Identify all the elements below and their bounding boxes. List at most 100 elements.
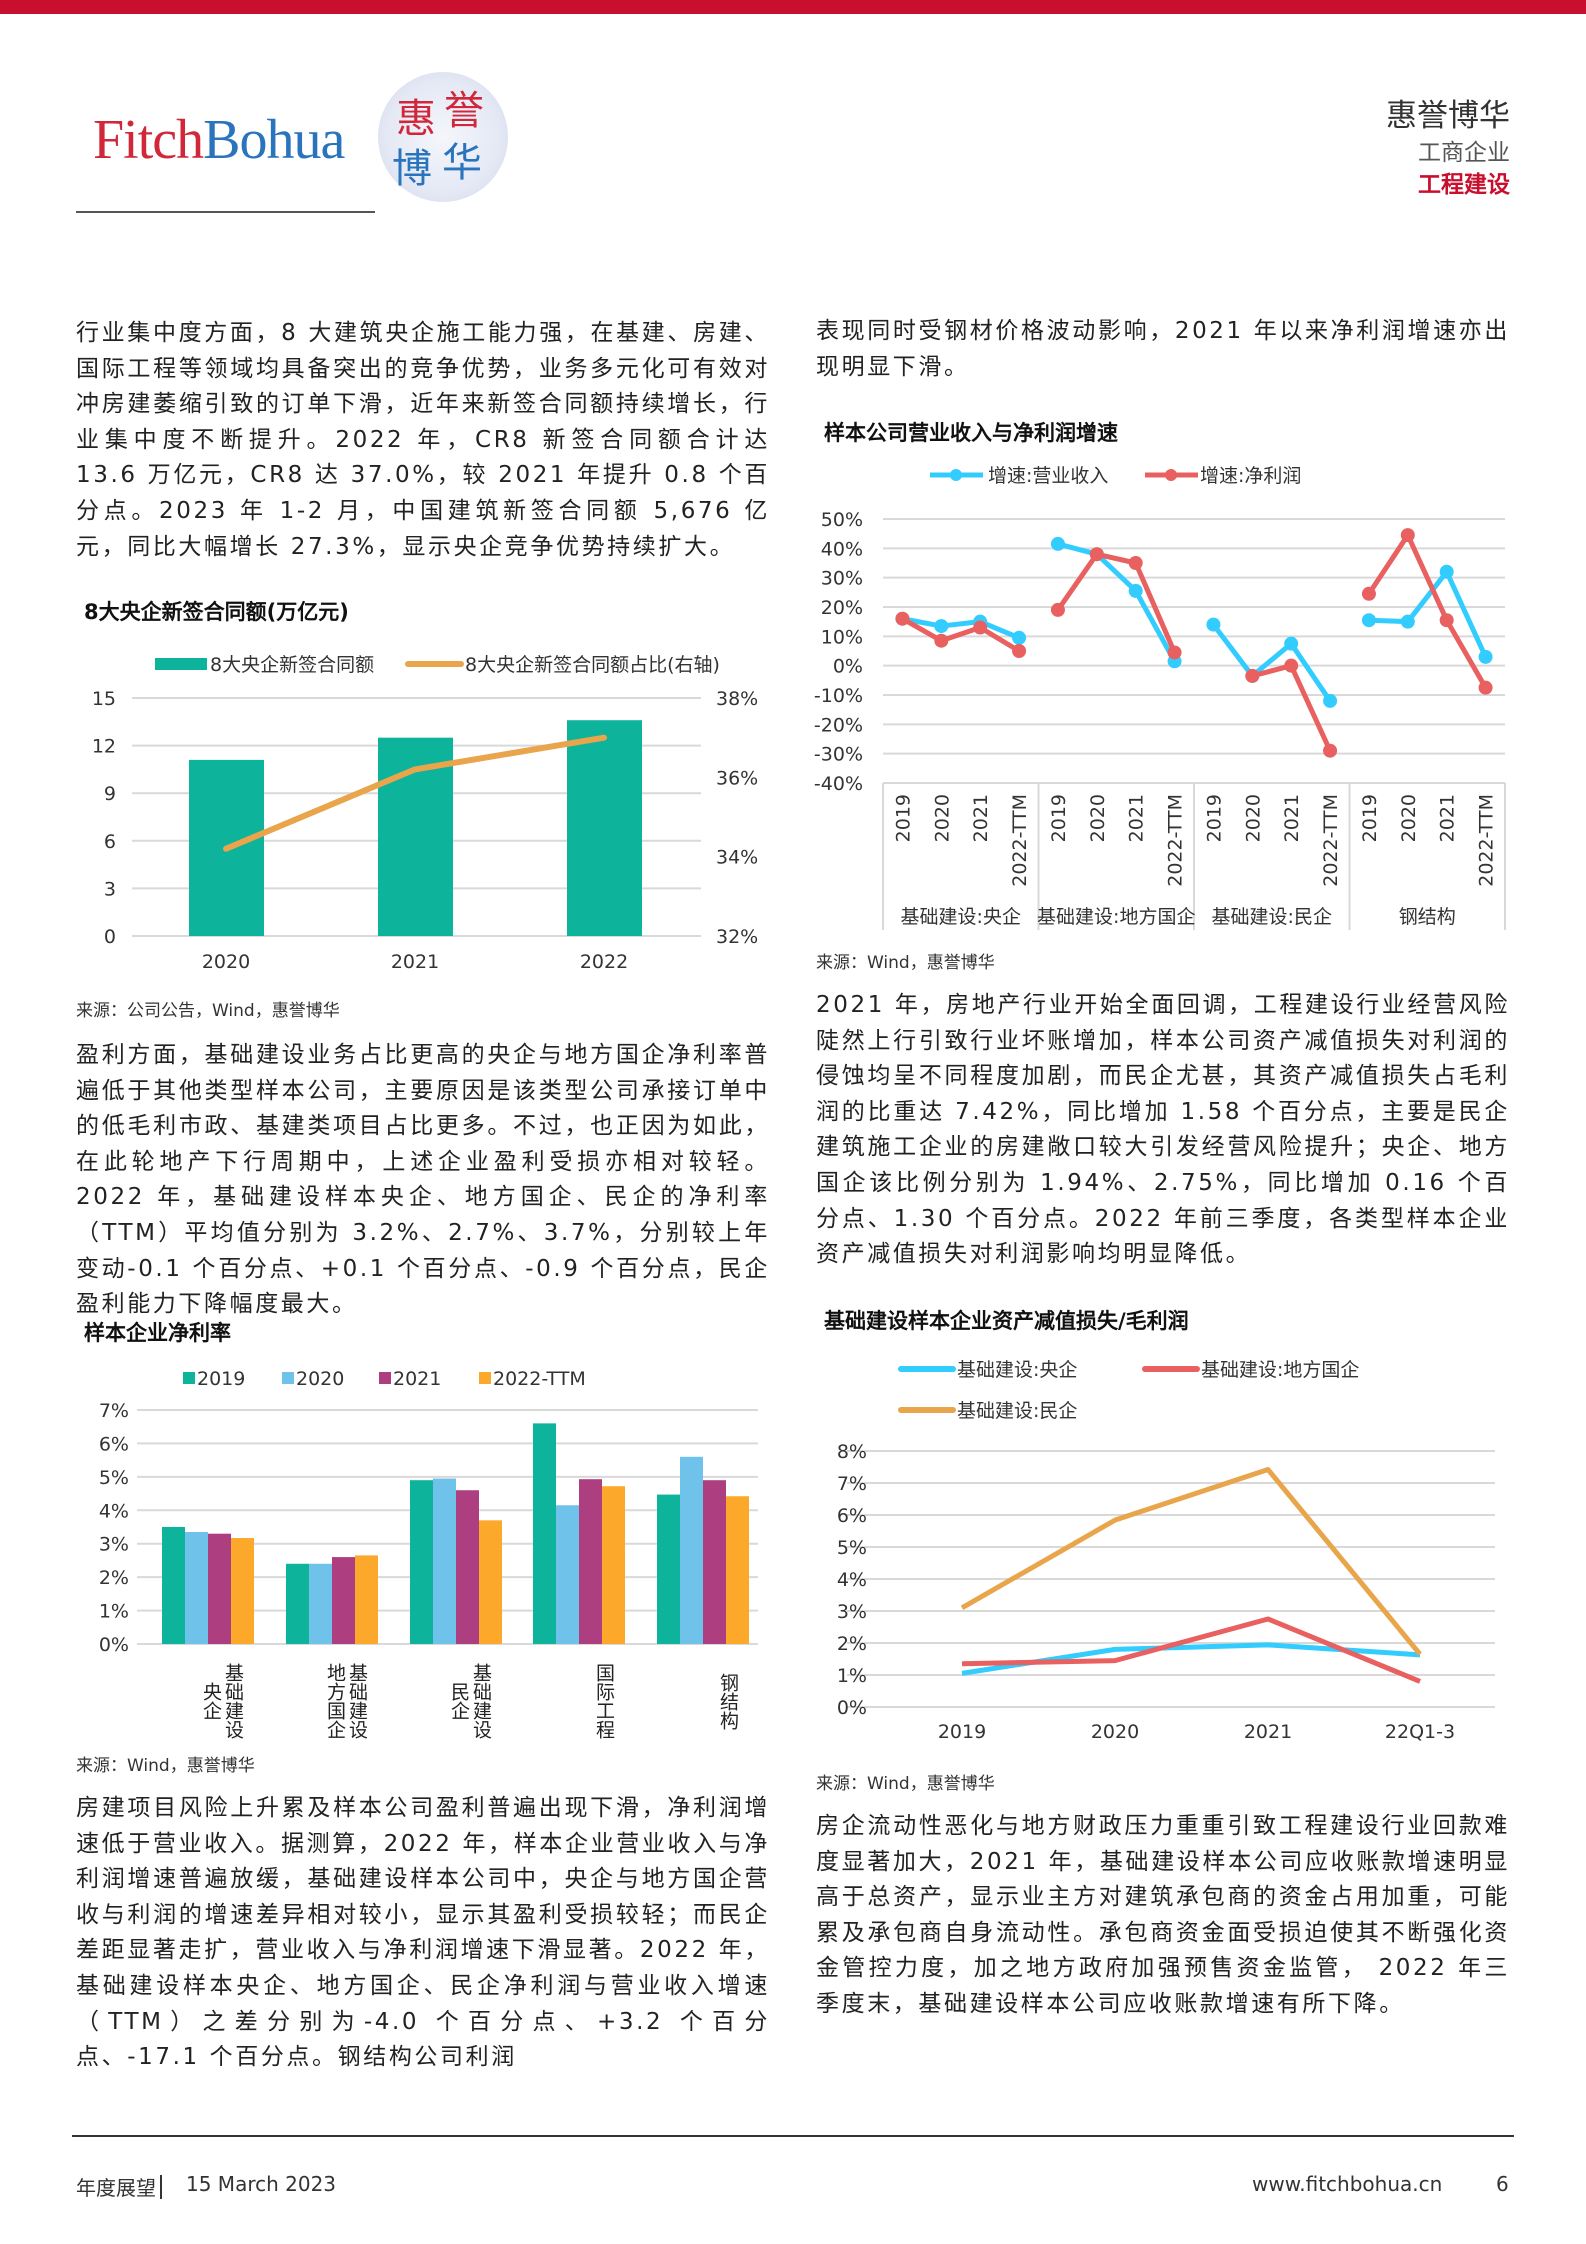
chart4-x-tick: 2020 [1091, 1721, 1139, 1743]
chart3-bar [185, 1532, 208, 1644]
chart2-point [1400, 614, 1415, 629]
chart2-point [1323, 693, 1338, 708]
logo-fitch: Fitch [93, 109, 204, 171]
chart2-x-tick: 2019 [1359, 794, 1381, 842]
chart2-x-tick: 2021 [970, 794, 992, 842]
chart2-y-tick: 50% [821, 509, 863, 531]
chart3-bar [355, 1555, 378, 1644]
chart2-title: 样本公司营业收入与净利润增速 [824, 421, 1118, 445]
chart2-series-line [1057, 541, 1177, 663]
chart4-series-line [960, 1467, 1422, 1656]
chart4-y-tick: 5% [837, 1537, 867, 1559]
chart2-point [1439, 564, 1454, 579]
chart2-point [973, 614, 988, 629]
brand-name: 惠誉博华 [1386, 98, 1510, 134]
chart2-legend-marker [950, 469, 962, 481]
chart2-series-line [1368, 569, 1488, 658]
chart4-y-tick: 7% [837, 1473, 867, 1495]
chart2-x-tick: 2020 [931, 794, 953, 842]
chart4-title: 基础建设样本企业资产减值损失/毛利润 [824, 1309, 1189, 1333]
chart1-y2-tick: 34% [716, 847, 758, 869]
chart2-y-tick: 20% [821, 597, 863, 619]
logo-wordmark: FitchBohua [93, 108, 345, 172]
chart3-legend-swatch [379, 1372, 391, 1384]
chart3-bar [286, 1563, 309, 1644]
chart2-x-tick: 2021 [1281, 794, 1303, 842]
footer-report-type: 年度展望 [76, 2172, 172, 2201]
chart3-bar [433, 1478, 456, 1644]
seal-char: 华 [442, 140, 482, 186]
chart3-legend-label: 2019 [197, 1368, 245, 1390]
chart4-y-tick: 8% [837, 1441, 867, 1463]
chart2-y-tick: 0% [833, 656, 863, 678]
footer-divider [72, 2135, 1514, 2137]
chart3-legend-swatch [479, 1372, 491, 1384]
chart3-y-tick: 5% [99, 1467, 129, 1489]
chart1-y2-tick: 38% [716, 688, 758, 710]
chart3-category-label: 基础建设民企 [448, 1663, 492, 1739]
chart2-x-tick: 2021 [1437, 794, 1459, 842]
chart4-legend-label: 基础建设:央企 [957, 1359, 1077, 1381]
chart2-group-label: 基础建设:央企 [901, 906, 1021, 928]
chart3-bar [162, 1527, 185, 1644]
paragraph-profitability: 盈利方面，基础建设业务占比更高的央企与地方国企净利率普遍低于其他类型样本公司，主… [76, 1042, 770, 1318]
chart1-legend-swatch [155, 658, 207, 670]
chart3-bar [332, 1557, 355, 1644]
chart3-legend-swatch [282, 1372, 294, 1384]
chart4-y-tick: 2% [837, 1633, 867, 1655]
paragraph-receivables: 房企流动性恶化与地方财政压力重重引致工程建设行业回款难度显著加大，2021 年，… [816, 1813, 1510, 2017]
chart2-point [1400, 528, 1415, 543]
chart2-series-line [1251, 663, 1333, 752]
chart1-y2-tick: 32% [716, 926, 758, 948]
chart4-y-tick: 0% [837, 1697, 867, 1719]
chart3-y-tick: 3% [99, 1534, 129, 1556]
chart2-x-tick: 2019 [892, 794, 914, 842]
chart2-group-label: 钢结构 [1399, 906, 1456, 928]
chart2-point [1439, 613, 1454, 628]
chart4-y-tick: 4% [837, 1569, 867, 1591]
logo-divider [76, 211, 375, 213]
chart4-legend-label: 基础建设:民企 [957, 1400, 1077, 1422]
chart3-y-tick: 7% [99, 1400, 129, 1422]
chart3-category-label: 国际工程 [593, 1663, 615, 1739]
chart3-bar [231, 1538, 254, 1644]
chart2-point [1050, 602, 1065, 617]
chart1-x-tick: 2020 [202, 951, 250, 973]
chart2-x-tick: 2019 [1203, 794, 1225, 842]
chart2-x-tick: 2020 [1242, 794, 1264, 842]
chart2-series-line [1366, 532, 1488, 689]
chart2-y-tick: -20% [814, 714, 863, 736]
chart3-title: 样本企业净利率 [84, 1321, 231, 1345]
chart1-source: 来源：公司公告，Wind，惠誉博华 [76, 1001, 340, 1021]
chart2-y-tick: -30% [814, 744, 863, 766]
chart3-y-tick: 2% [99, 1567, 129, 1589]
chart2-point [1128, 583, 1143, 598]
paragraph-steel: 表现同时受钢材价格波动影响，2021 年以来净利润增速亦出现明显下滑。 [816, 318, 1510, 380]
footer-label: 年度展望 [76, 2176, 156, 2200]
logo-seal: 惠 誉 博 华 [378, 72, 508, 202]
chart3-bar [479, 1520, 502, 1644]
footer-website-link[interactable]: www.fitchbohua.cn [1252, 2172, 1443, 2196]
chart2-x-tick: 2022-TTM [1009, 794, 1031, 887]
page-number: 6 [1496, 2172, 1509, 2196]
chart2-point [934, 619, 949, 634]
chart3-y-tick: 6% [99, 1433, 129, 1455]
paragraph-impairment: 2021 年，房地产行业开始全面回调，工程建设行业经营风险陡然上行引致行业坏账增… [816, 992, 1510, 1268]
chart3-legend-swatch [183, 1372, 195, 1384]
chart3-bar [602, 1486, 625, 1644]
fitchbohua-logo: FitchBohua 惠 誉 博 华 [93, 72, 523, 212]
chart4-x-tick: 2019 [938, 1721, 986, 1743]
chart2-y-tick: 10% [821, 626, 863, 648]
chart3-y-tick: 0% [99, 1634, 129, 1656]
chart1-y-tick: 12 [92, 736, 116, 758]
chart4-source: 来源：Wind，惠誉博华 [816, 1774, 995, 1794]
chart2-point [1012, 644, 1027, 658]
chart3-source: 来源：Wind，惠誉博华 [76, 1756, 255, 1776]
chart2-point [1245, 668, 1260, 683]
chart1-line [223, 734, 607, 852]
paragraph-growth: 房建项目风险上升累及样本公司盈利普遍出现下滑，净利润增速低于营业收入。据测算，2… [76, 1795, 770, 2071]
chart4-y-tick: 6% [837, 1505, 867, 1527]
chart1-legend-label: 8大央企新签合同额占比(右轴) [465, 654, 720, 676]
chart2-series-line [1211, 623, 1333, 703]
chart2-x-tick: 2019 [1048, 794, 1070, 842]
